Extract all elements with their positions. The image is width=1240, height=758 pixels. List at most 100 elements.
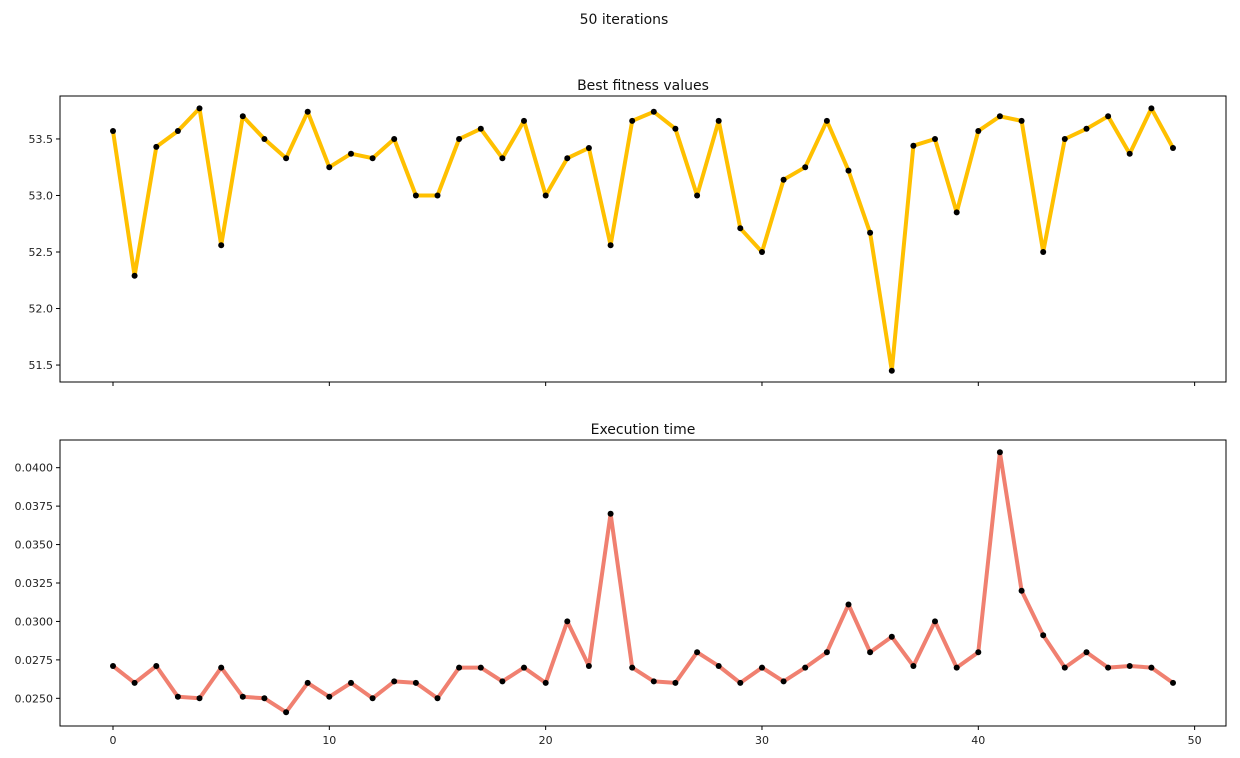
data-point [867, 649, 874, 656]
data-point [521, 664, 527, 671]
x-axis [112, 382, 1196, 386]
data-point [975, 128, 982, 134]
data-point [672, 125, 679, 132]
data-point [456, 664, 463, 671]
y-tick-label: 52.0 [29, 303, 54, 316]
data-point [261, 695, 268, 702]
data-point [975, 649, 982, 656]
data-point [737, 679, 744, 686]
y-tick-label: 0.0350 [15, 539, 54, 552]
data-point [434, 695, 441, 702]
data-point [845, 167, 852, 174]
data-point [996, 449, 1003, 456]
data-point [261, 136, 268, 142]
data-point [1105, 113, 1112, 120]
data-point [737, 225, 744, 232]
data-point [650, 678, 657, 685]
data-point [845, 601, 852, 608]
data-point [1170, 679, 1176, 686]
series-line [111, 450, 1175, 715]
x-tick-label: 10 [322, 734, 336, 747]
subplot-title: Execution time [591, 422, 696, 438]
data-point [153, 143, 160, 150]
data-point [542, 192, 549, 199]
data-point [759, 249, 765, 255]
y-axis: 51.5 52.0 52.5 53.0 53.5 [29, 133, 60, 372]
data-point [780, 176, 787, 183]
data-point [953, 664, 960, 671]
y-tick-label: 0.0375 [15, 500, 54, 513]
data-point [715, 663, 722, 669]
data-point [369, 155, 376, 162]
data-point [802, 664, 809, 671]
data-point [239, 693, 246, 700]
data-point [694, 192, 701, 199]
data-point [369, 695, 376, 702]
data-point [1148, 105, 1155, 112]
data-point [218, 664, 225, 671]
data-point [348, 679, 354, 686]
data-point [888, 633, 895, 640]
data-point [131, 679, 138, 686]
data-point [1040, 632, 1047, 639]
data-point [326, 693, 333, 700]
data-point [888, 367, 895, 374]
y-tick-label: 0.0250 [15, 692, 54, 705]
data-point [932, 618, 938, 625]
y-tick-label: 52.5 [29, 246, 54, 259]
data-point [1018, 587, 1025, 594]
y-tick-label: 0.0325 [15, 577, 54, 590]
figure-suptitle: 50 iterations [580, 12, 669, 28]
plot-frame [59, 95, 1227, 383]
data-point [607, 242, 614, 249]
data-point [715, 117, 722, 124]
y-tick-label: 0.0275 [15, 654, 54, 667]
subplot-execution-time: Execution time 0.0250 0.0275 0.0300 0.0325 0… [15, 422, 1227, 747]
data-point [1170, 145, 1176, 151]
data-point [629, 117, 636, 124]
data-point [131, 272, 138, 279]
y-tick-label: 0.0300 [15, 615, 54, 628]
data-point [650, 108, 657, 115]
data-point [1083, 649, 1090, 656]
data-point [110, 663, 116, 669]
data-point [412, 192, 419, 199]
data-point [564, 155, 571, 162]
data-point [542, 679, 549, 686]
data-point [434, 192, 441, 199]
data-point [910, 663, 917, 669]
data-point [153, 663, 160, 669]
data-point [953, 209, 960, 216]
data-point [196, 695, 203, 702]
data-point [174, 128, 181, 134]
y-tick-label: 53.0 [29, 189, 54, 202]
data-point [780, 678, 787, 685]
subplot-best-fitness: Best fitness values 51.5 52.0 52.5 53.0 53.5 [29, 78, 1227, 386]
x-tick-label: 20 [539, 734, 553, 747]
data-point [477, 664, 484, 671]
data-point [283, 155, 290, 162]
data-point [499, 155, 506, 162]
data-point [585, 663, 592, 669]
data-point [629, 664, 636, 671]
data-point [304, 108, 311, 115]
x-tick-label: 50 [1188, 734, 1202, 747]
data-point [218, 242, 225, 249]
series-line-group [110, 105, 1176, 374]
data-point [477, 125, 484, 132]
data-point [1061, 664, 1068, 671]
data-point [759, 664, 765, 671]
data-point [391, 136, 398, 142]
data-point [174, 693, 181, 700]
data-point [607, 510, 614, 517]
series-line-group [110, 449, 1176, 716]
data-point [867, 229, 874, 236]
data-point [326, 164, 333, 171]
data-point [932, 136, 938, 142]
y-tick-label: 53.5 [29, 133, 54, 146]
data-point [348, 150, 354, 157]
data-point [694, 649, 701, 656]
data-point [196, 105, 203, 112]
data-point [672, 679, 679, 686]
data-point [456, 136, 463, 142]
